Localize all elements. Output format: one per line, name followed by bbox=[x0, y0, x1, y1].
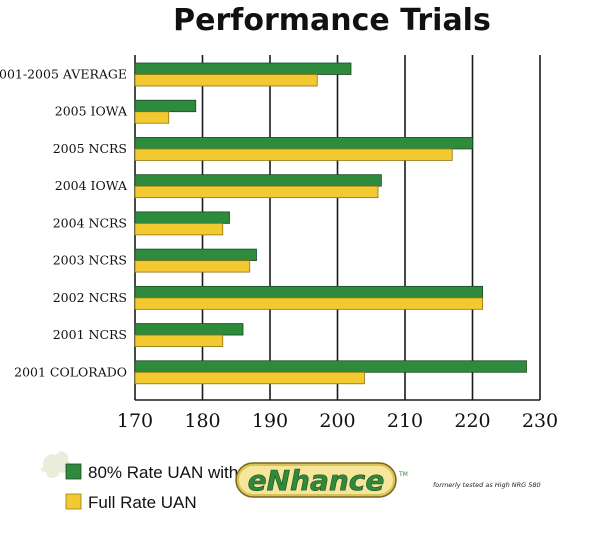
bar-yellow-2 bbox=[134, 148, 453, 161]
chart-title: Performance Trials bbox=[173, 3, 491, 38]
bar-yellow-0 bbox=[134, 74, 318, 87]
category-label: 2001 NCRS bbox=[53, 327, 127, 342]
bar-green-4 bbox=[134, 211, 230, 224]
category-label: 2001 COLORADO bbox=[14, 364, 127, 379]
bar-yellow-6 bbox=[134, 297, 484, 310]
formerly-tested-note: formerly tested as High NRG 580 bbox=[433, 481, 541, 489]
bar-yellow-4 bbox=[134, 222, 224, 236]
legend-swatch-yellow bbox=[65, 493, 82, 510]
x-tick-label: 230 bbox=[522, 410, 558, 432]
bar-yellow-1 bbox=[134, 111, 170, 124]
x-tick-label: 200 bbox=[319, 410, 355, 432]
bar-green-2 bbox=[134, 137, 473, 150]
trademark-mark: TM bbox=[398, 471, 408, 478]
category-label: 2005 IOWA bbox=[55, 104, 128, 119]
bar-green-0 bbox=[134, 62, 352, 75]
bar-yellow-5 bbox=[134, 260, 251, 273]
x-tick-label: 210 bbox=[387, 410, 423, 432]
x-tick-label: 190 bbox=[252, 410, 288, 432]
legend: 80% Rate UAN with Full Rate UAN eNhance … bbox=[65, 462, 541, 512]
category-label: 2001-2005 AVERAGE bbox=[0, 67, 127, 82]
bar-green-1 bbox=[134, 99, 197, 113]
decorative-splash-icon bbox=[40, 451, 71, 478]
category-label: 2004 NCRS bbox=[53, 215, 127, 230]
bar-green-3 bbox=[134, 174, 382, 187]
legend-item-80-rate: 80% Rate UAN with bbox=[88, 463, 238, 482]
x-tick-label: 180 bbox=[184, 410, 220, 432]
bar-green-5 bbox=[134, 248, 257, 262]
x-tick-label: 220 bbox=[454, 410, 490, 432]
enhance-logo: eNhance TM bbox=[235, 462, 408, 498]
category-label: 2005 NCRS bbox=[53, 141, 127, 156]
legend-swatch-green bbox=[65, 463, 82, 480]
legend-item-full-rate: Full Rate UAN bbox=[88, 493, 197, 512]
bar-green-6 bbox=[134, 285, 484, 299]
bar-yellow-8 bbox=[134, 371, 365, 385]
bars bbox=[134, 62, 527, 385]
category-label: 2004 IOWA bbox=[55, 178, 128, 193]
category-label: 2002 NCRS bbox=[53, 290, 127, 305]
grid-lines bbox=[134, 55, 541, 401]
category-label: 2003 NCRS bbox=[53, 253, 127, 268]
bar-green-7 bbox=[134, 323, 244, 336]
bar-yellow-7 bbox=[134, 334, 224, 347]
bar-yellow-3 bbox=[134, 185, 379, 199]
enhance-logo-text: eNhance bbox=[248, 464, 385, 497]
x-tick-labels: 170 180 190 200 210 220 230 bbox=[117, 410, 558, 432]
bar-green-8 bbox=[134, 360, 527, 373]
x-tick-label: 170 bbox=[117, 410, 153, 432]
category-labels: 2001-2005 AVERAGE 2005 IOWA 2005 NCRS 2004 … bbox=[0, 67, 128, 380]
